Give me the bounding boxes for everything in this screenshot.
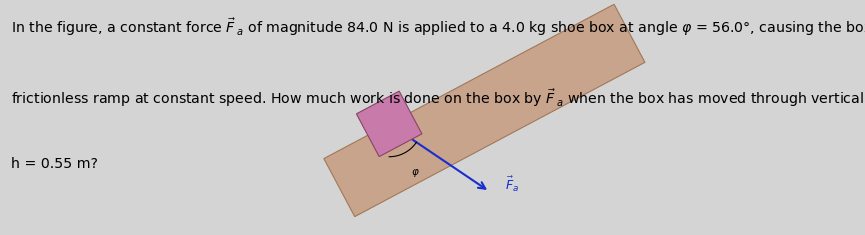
Polygon shape: [356, 91, 422, 157]
Text: $\vec{F}_a$: $\vec{F}_a$: [505, 175, 519, 194]
Text: h = 0.55 m?: h = 0.55 m?: [11, 157, 99, 172]
Text: frictionless ramp at constant speed. How much work is done on the box by $\vec{F: frictionless ramp at constant speed. How…: [11, 87, 865, 109]
Text: In the figure, a constant force $\vec{F}\,_a$ of magnitude 84.0 N is applied to : In the figure, a constant force $\vec{F}…: [11, 16, 865, 38]
Text: $\varphi$: $\varphi$: [411, 167, 420, 179]
Polygon shape: [324, 4, 645, 217]
